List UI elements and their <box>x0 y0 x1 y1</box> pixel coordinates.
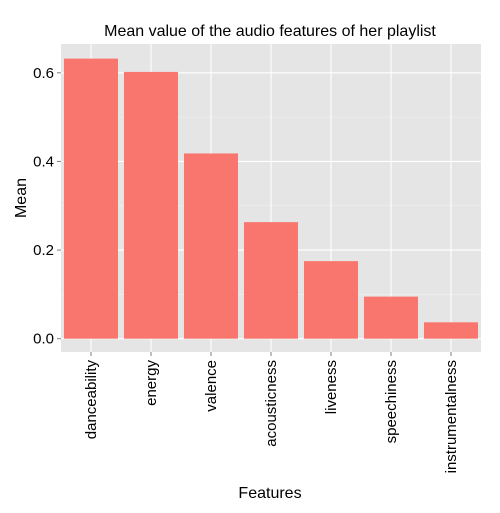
bar-energy <box>124 71 178 339</box>
x-tick-label: acousticness <box>263 360 280 447</box>
y-axis: 0.0 0.2 0.4 0.6 <box>33 65 61 348</box>
bar-liveness <box>304 261 358 339</box>
y-tick-label: 0.2 <box>33 242 54 259</box>
chart-title: Mean value of the audio features of her … <box>104 23 436 40</box>
x-tick-label: instrumentalness <box>443 360 460 473</box>
y-tick-label: 0.0 <box>33 331 54 348</box>
bar-acousticness <box>244 222 298 339</box>
x-tick-label: speechiness <box>383 360 400 443</box>
x-tick-label: liveness <box>323 360 340 414</box>
y-tick-label: 0.4 <box>33 153 54 170</box>
bar-valence <box>184 153 238 339</box>
x-tick-label: danceability <box>83 360 100 440</box>
y-axis-title: Mean <box>13 178 30 218</box>
x-tick-label: energy <box>143 360 160 406</box>
y-tick-label: 0.6 <box>33 65 54 82</box>
bars <box>64 58 478 339</box>
x-tick-label: valence <box>203 360 220 412</box>
x-axis: danceability energy valence acousticness liv… <box>83 352 460 473</box>
bar-danceability <box>64 58 118 339</box>
x-axis-title: Features <box>238 485 301 502</box>
bar-instrumentalness <box>424 322 478 339</box>
bar-speechiness <box>364 296 418 339</box>
